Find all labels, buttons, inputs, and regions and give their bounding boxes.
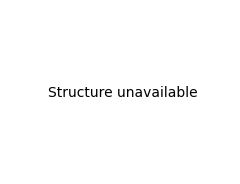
Text: Structure unavailable: Structure unavailable [48,86,198,100]
